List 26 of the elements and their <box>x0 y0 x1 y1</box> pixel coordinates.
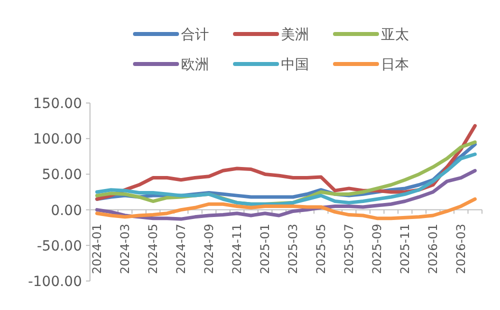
x-tick-label: 2025-01 <box>258 224 272 274</box>
x-tick-label: 2026-03 <box>454 224 468 274</box>
legend-label: 日本 <box>381 57 409 73</box>
x-tick-label: 2025-09 <box>370 224 384 274</box>
y-tick-label: -100.00 <box>28 274 82 290</box>
y-tick-label: 50.00 <box>42 167 82 184</box>
x-tick-label: 2024-07 <box>174 224 188 274</box>
x-tick-label: 2024-01 <box>90 224 104 274</box>
y-tick-label: 100.00 <box>33 132 82 148</box>
x-tick-label: 2025-05 <box>314 224 328 274</box>
legend-label: 美洲 <box>281 27 309 43</box>
y-tick-label: 0.00 <box>50 202 82 219</box>
legend-label: 合计 <box>181 27 209 43</box>
x-tick-label: 2024-11 <box>230 224 244 274</box>
x-tick-label: 2025-07 <box>342 224 356 274</box>
y-tick-label: 150.00 <box>33 96 82 112</box>
x-tick-label: 2026-01 <box>426 224 440 274</box>
x-tick-label: 2024-05 <box>146 224 160 274</box>
x-tick-label: 2025-11 <box>398 224 412 274</box>
x-tick-label: 2025-03 <box>286 224 300 274</box>
legend-label: 欧洲 <box>181 57 209 73</box>
x-tick-label: 2024-09 <box>202 224 216 274</box>
x-tick-label: 2024-03 <box>118 224 132 274</box>
legend-label: 中国 <box>281 57 309 73</box>
y-tick-label: -50.00 <box>36 238 82 254</box>
legend-label: 亚太 <box>381 27 409 43</box>
